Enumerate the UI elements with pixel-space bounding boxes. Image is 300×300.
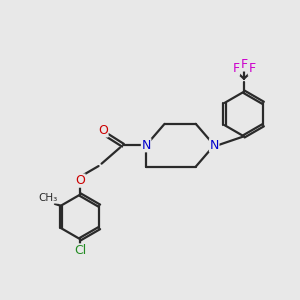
Text: F: F: [232, 62, 239, 75]
Text: N: N: [209, 139, 219, 152]
Text: N: N: [141, 139, 151, 152]
Text: F: F: [248, 62, 256, 75]
Text: O: O: [75, 174, 85, 187]
Text: CH₃: CH₃: [38, 193, 58, 203]
Text: F: F: [240, 58, 247, 71]
Text: Cl: Cl: [74, 244, 86, 257]
Text: O: O: [98, 124, 108, 137]
